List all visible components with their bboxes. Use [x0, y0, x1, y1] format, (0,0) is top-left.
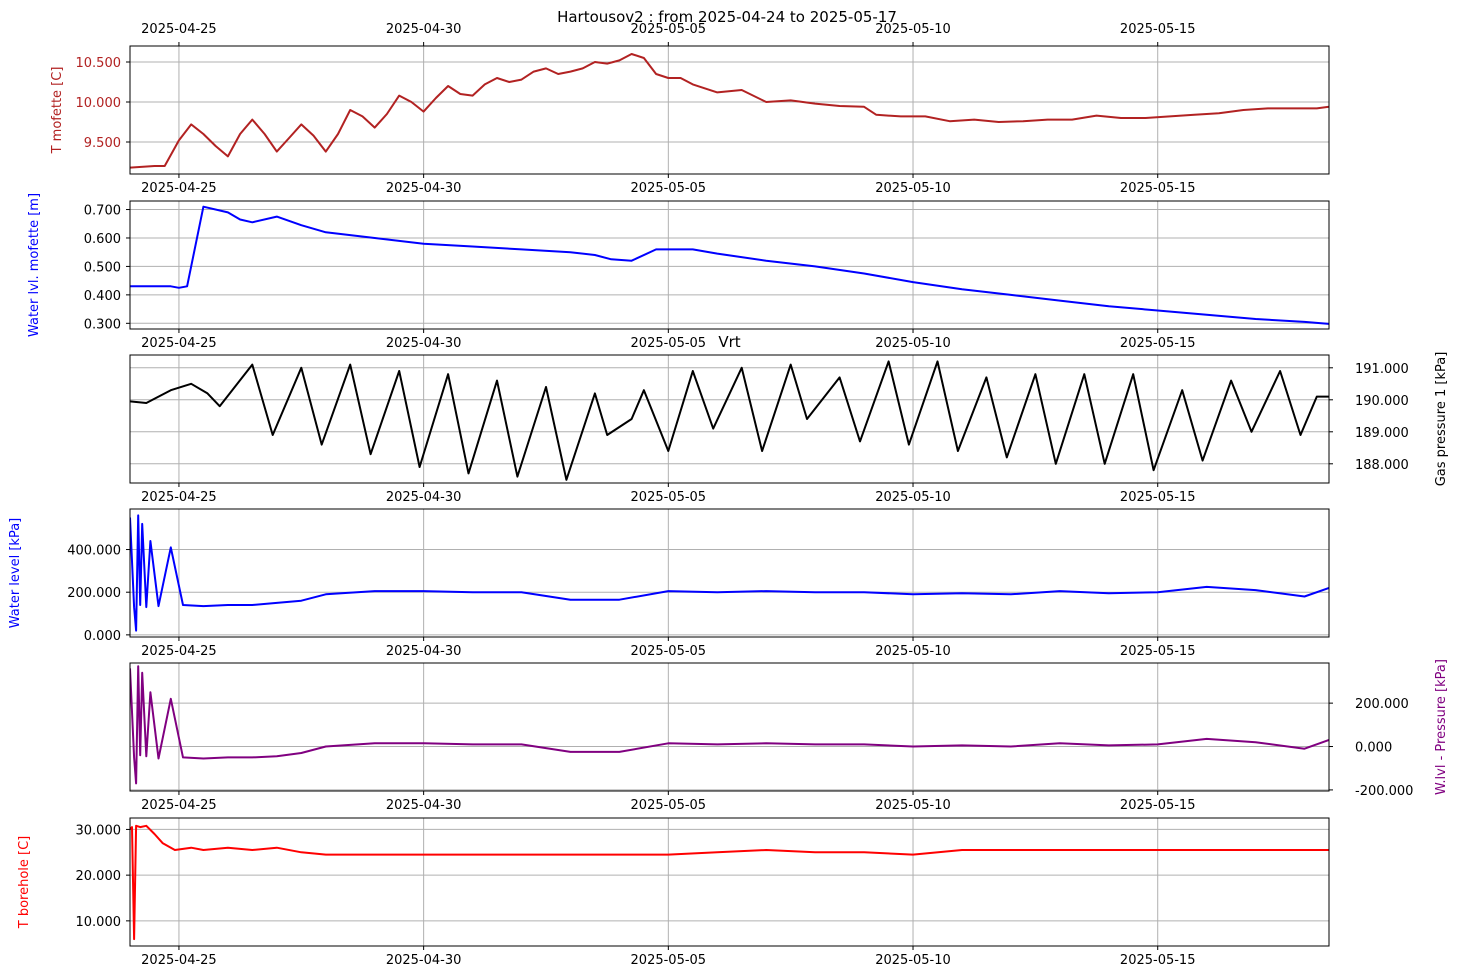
- axes-frame: [129, 354, 1330, 484]
- x-tick-label: 2025-04-30: [386, 490, 462, 505]
- figure-title: Hartousov2 : from 2025-04-24 to 2025-05-…: [557, 8, 897, 26]
- y-axis-label: Water lvl. mofette [m]: [27, 193, 42, 337]
- x-tick-label: 2025-05-05: [631, 490, 707, 505]
- panel-title: Vrt: [718, 333, 740, 351]
- x-tick-label-top: 2025-05-05: [631, 22, 707, 37]
- y-tick-label: 188.000: [1355, 458, 1409, 473]
- x-tick-label: 2025-05-10: [875, 953, 951, 968]
- y-tick-label: 20.000: [76, 869, 122, 884]
- series-line-1: [130, 53, 1329, 169]
- y-tick-label: 30.000: [76, 823, 122, 838]
- x-tick-label: 2025-05-10: [875, 490, 951, 505]
- axes-frame: [129, 45, 1330, 175]
- y-tick-label: 0.500: [84, 260, 121, 275]
- x-tick-label: 2025-04-30: [386, 336, 462, 351]
- x-tick-label: 2025-05-15: [1120, 644, 1196, 659]
- panel-6: 2025-04-25 2025-04-30 2025-05-05 2025-05-10…: [17, 817, 1330, 968]
- panel-5: 2025-04-25 2025-04-30 2025-05-05 2025-05-10…: [129, 659, 1449, 813]
- y-tick-label: 200.000: [1355, 697, 1409, 712]
- x-tick-label: 2025-04-25: [141, 798, 217, 813]
- y-tick-label: 400.000: [67, 544, 121, 559]
- y-tick-label: 200.000: [67, 586, 121, 601]
- x-tick-label: 2025-04-30: [386, 181, 462, 196]
- series-line-5: [130, 665, 1329, 785]
- y-axis-label: Gas pressure 1 [kPa]: [1434, 352, 1449, 487]
- panel-2: 2025-04-25 2025-04-30 2025-05-05 2025-05-10…: [27, 193, 1330, 351]
- x-tick-label: 2025-05-05: [631, 798, 707, 813]
- x-tick-label: 2025-05-05: [631, 181, 707, 196]
- x-tick-label-top: 2025-05-15: [1120, 22, 1196, 37]
- x-tick-label: 2025-04-25: [141, 336, 217, 351]
- y-tick-label: 0.300: [84, 317, 121, 332]
- y-axis-label: T mofette [C]: [50, 67, 65, 155]
- x-tick-label: 2025-05-15: [1120, 490, 1196, 505]
- panel-3: 2025-04-25 2025-04-30 2025-05-05 2025-05-10…: [129, 333, 1449, 505]
- x-tick-label: 2025-05-05: [631, 644, 707, 659]
- y-axis-label: Water level [kPa]: [8, 518, 23, 629]
- x-tick-label: 2025-04-25: [141, 953, 217, 968]
- x-tick-label: 2025-04-30: [386, 644, 462, 659]
- y-tick-label: 10.000: [76, 915, 122, 930]
- x-tick-label-top: 2025-04-30: [386, 22, 462, 37]
- y-axis-label: W.lvl - Pressure [kPa]: [1434, 659, 1449, 795]
- panel-1: 2025-04-25 2025-04-25 2025-04-30 2025-04-30…: [50, 22, 1330, 196]
- y-tick-label: 191.000: [1355, 362, 1409, 377]
- axes-frame: [129, 662, 1330, 792]
- y-tick-label: 0.700: [84, 204, 121, 219]
- y-tick-label: 0.000: [1355, 741, 1392, 756]
- x-tick-label: 2025-05-15: [1120, 798, 1196, 813]
- x-tick-label: 2025-05-10: [875, 181, 951, 196]
- y-tick-label: 10.000: [76, 96, 122, 111]
- series-line-3: [130, 360, 1329, 481]
- x-tick-label: 2025-05-15: [1120, 181, 1196, 196]
- y-tick-label: 0.400: [84, 289, 121, 304]
- x-tick-label: 2025-05-15: [1120, 336, 1196, 351]
- x-tick-label: 2025-04-30: [386, 798, 462, 813]
- panels: 2025-04-25 2025-04-25 2025-04-30 2025-04-30…: [8, 22, 1449, 968]
- y-tick-label: 0.600: [84, 232, 121, 247]
- axes-frame: [129, 200, 1330, 330]
- x-tick-label: 2025-04-25: [141, 490, 217, 505]
- y-axis-label: T borehole [C]: [17, 836, 32, 930]
- x-tick-label: 2025-05-15: [1120, 953, 1196, 968]
- series-line-6: [130, 824, 1329, 941]
- y-tick-label: 0.000: [84, 629, 121, 644]
- x-tick-label: 2025-04-25: [141, 644, 217, 659]
- y-tick-label: -200.000: [1355, 784, 1413, 799]
- y-tick-label: 10.500: [76, 56, 122, 71]
- y-tick-label: 189.000: [1355, 426, 1409, 441]
- axes-frame: [129, 508, 1330, 638]
- x-tick-label: 2025-04-30: [386, 953, 462, 968]
- series-line-4: [130, 514, 1329, 632]
- x-tick-label: 2025-05-05: [631, 336, 707, 351]
- x-tick-label: 2025-05-10: [875, 798, 951, 813]
- series-line-2: [130, 205, 1329, 325]
- y-tick-label: 9.500: [84, 136, 121, 151]
- x-tick-label-top: 2025-05-10: [875, 22, 951, 37]
- x-tick-label: 2025-05-10: [875, 336, 951, 351]
- panel-4: 2025-04-25 2025-04-30 2025-05-05 2025-05-10…: [8, 508, 1330, 659]
- y-tick-label: 190.000: [1355, 394, 1409, 409]
- axes-frame: [129, 817, 1330, 947]
- x-tick-label: 2025-04-25: [141, 181, 217, 196]
- x-tick-label: 2025-05-10: [875, 644, 951, 659]
- x-tick-label: 2025-05-05: [631, 953, 707, 968]
- x-tick-label-top: 2025-04-25: [141, 22, 217, 37]
